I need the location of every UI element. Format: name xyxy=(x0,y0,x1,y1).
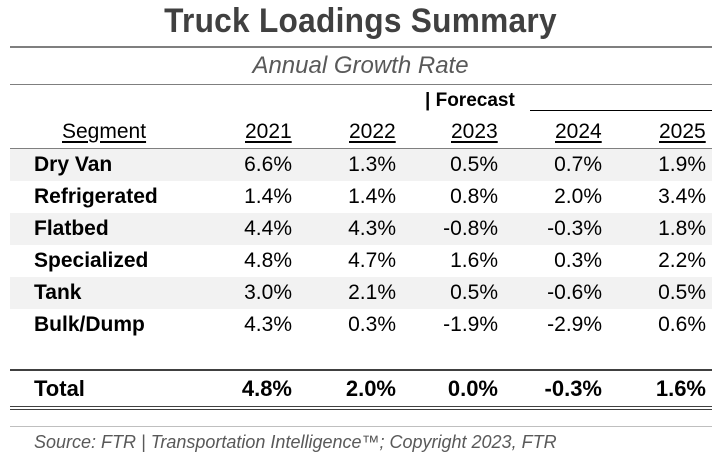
header-2025: 2025 xyxy=(659,120,706,143)
cell-2022: 1.4% xyxy=(348,185,396,208)
cell-2024: 2.0% xyxy=(554,185,602,208)
forecast-label: | Forecast xyxy=(425,90,515,111)
table-row: Dry Van 6.6% 1.3% 0.5% 0.7% 1.9% xyxy=(10,149,712,181)
row-segment: Specialized xyxy=(34,249,149,272)
cell-2022: 4.7% xyxy=(348,249,396,272)
row-segment: Flatbed xyxy=(34,217,109,240)
cell-2025: 3.4% xyxy=(658,185,706,208)
cell-2025: 0.5% xyxy=(658,281,706,304)
row-segment: Bulk/Dump xyxy=(34,313,145,336)
cell-2021: 3.0% xyxy=(244,281,292,304)
total-2024: -0.3% xyxy=(544,376,602,401)
cell-2022: 4.3% xyxy=(348,217,396,240)
cell-2023: 0.5% xyxy=(450,153,498,176)
header-2024: 2024 xyxy=(555,120,602,143)
cell-2023: 1.6% xyxy=(450,249,498,272)
total-bottom-rule-double xyxy=(10,409,712,410)
cell-2023: 0.8% xyxy=(450,185,498,208)
total-top-rule xyxy=(10,369,712,371)
cell-2024: -2.9% xyxy=(547,313,602,336)
cell-2024: 0.7% xyxy=(554,153,602,176)
cell-2022: 1.3% xyxy=(348,153,396,176)
subtitle-rule xyxy=(10,84,712,85)
table-row: Bulk/Dump 4.3% 0.3% -1.9% -2.9% 0.6% xyxy=(10,309,712,341)
cell-2021: 6.6% xyxy=(244,153,292,176)
table-row: Specialized 4.8% 4.7% 1.6% 0.3% 2.2% xyxy=(10,245,712,277)
cell-2025: 1.8% xyxy=(658,217,706,240)
total-label: Total xyxy=(34,376,85,401)
source-rule xyxy=(10,426,712,427)
table-row: Flatbed 4.4% 4.3% -0.8% -0.3% 1.8% xyxy=(10,213,712,245)
source-note: Source: FTR | Transportation Intelligenc… xyxy=(34,432,557,452)
total-bottom-rule xyxy=(10,406,712,407)
table-row: Tank 3.0% 2.1% 0.5% -0.6% 0.5% xyxy=(10,277,712,309)
total-2022: 2.0% xyxy=(345,376,396,401)
cell-2021: 4.4% xyxy=(244,217,292,240)
cell-2021: 1.4% xyxy=(244,185,292,208)
header-2022: 2022 xyxy=(349,120,396,143)
cell-2023: 0.5% xyxy=(450,281,498,304)
table-row: Refrigerated 1.4% 1.4% 0.8% 2.0% 3.4% xyxy=(10,181,712,213)
header-2021: 2021 xyxy=(245,120,292,143)
cell-2024: -0.3% xyxy=(547,217,602,240)
total-2025: 1.6% xyxy=(655,376,706,401)
cell-2024: -0.6% xyxy=(547,281,602,304)
cell-2021: 4.8% xyxy=(244,249,292,272)
row-segment: Refrigerated xyxy=(34,185,158,208)
header-2023: 2023 xyxy=(451,120,498,143)
cell-2022: 0.3% xyxy=(348,313,396,336)
cell-2021: 4.3% xyxy=(244,313,292,336)
cell-2025: 2.2% xyxy=(658,249,706,272)
row-segment: Dry Van xyxy=(34,153,113,176)
total-row: Total 4.8% 2.0% 0.0% -0.3% 1.6% xyxy=(10,373,712,405)
cell-2025: 1.9% xyxy=(658,153,706,176)
title-rule xyxy=(10,46,712,48)
cell-2023: -1.9% xyxy=(443,313,498,336)
total-2023: 0.0% xyxy=(447,376,498,401)
cell-2022: 2.1% xyxy=(348,281,396,304)
page-title: Truck Loadings Summary xyxy=(164,2,557,40)
cell-2024: 0.3% xyxy=(554,249,602,272)
cell-2025: 0.6% xyxy=(658,313,706,336)
subtitle: Annual Growth Rate xyxy=(252,52,469,79)
forecast-underline xyxy=(530,110,712,111)
total-2021: 4.8% xyxy=(241,376,292,401)
cell-2023: -0.8% xyxy=(443,217,498,240)
header-rule xyxy=(10,148,712,149)
row-segment: Tank xyxy=(34,281,82,304)
header-segment: Segment xyxy=(62,120,147,143)
